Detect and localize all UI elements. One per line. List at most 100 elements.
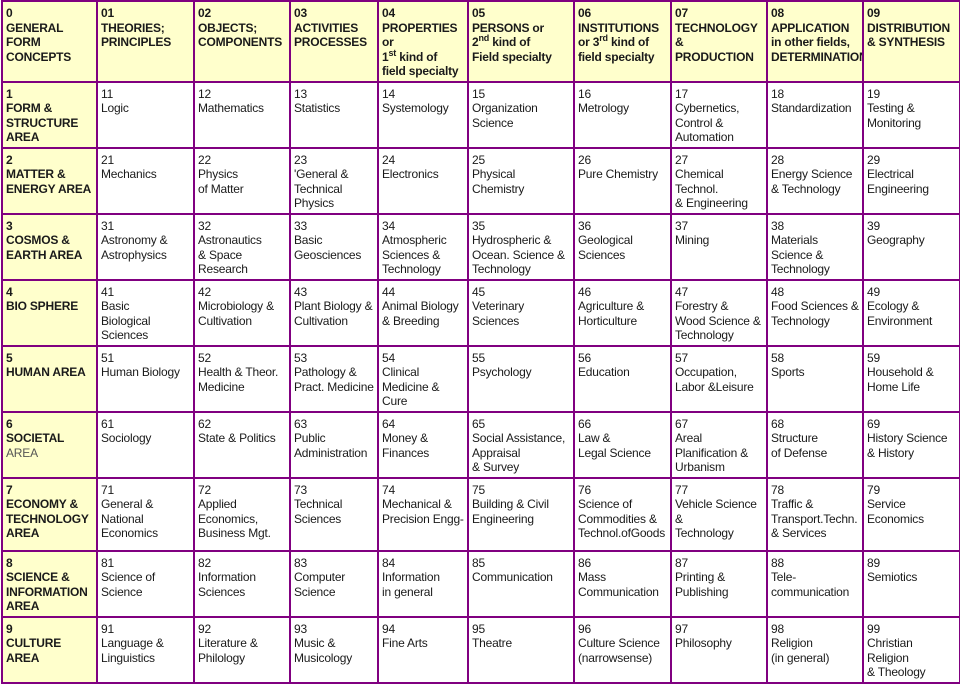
field-cell: 46 Agriculture & Horticulture	[573, 278, 672, 347]
field-cell: 25 Physical Chemistry	[467, 146, 575, 215]
field-code: 73	[294, 482, 307, 497]
field-code: 55	[472, 350, 485, 365]
area-header: 8 SCIENCE & INFORMATION AREA	[1, 549, 98, 618]
field-code: 53	[294, 350, 307, 365]
header-line: in other fields,	[771, 35, 850, 49]
field-name: Pure Chemistry	[578, 167, 658, 181]
field-code: 37	[675, 218, 688, 233]
field-cell: 76 Science of Commodities & Technol.ofGoo…	[573, 476, 672, 552]
field-name: Electrical Engineering	[867, 167, 929, 196]
field-code: 69	[867, 416, 880, 431]
field-code: 26	[578, 152, 591, 167]
header-line: PRINCIPLES	[101, 35, 172, 49]
field-cell: 34 Atmospheric Sciences & Technology	[377, 212, 469, 281]
area-label-line: BIO SPHERE	[6, 299, 79, 313]
field-code: 85	[472, 555, 485, 570]
header-line: TECHNOLOGY &	[675, 20, 758, 50]
field-code: 22	[198, 152, 211, 167]
field-name: Building & Civil Engineering	[472, 497, 549, 526]
field-name: Clinical Medicine & Cure	[382, 365, 440, 408]
field-cell: 48 Food Sciences & Technology	[766, 278, 864, 347]
column-header: 09 DISTRIBUTION & SYNTHESIS	[862, 0, 960, 83]
field-code: 82	[198, 555, 211, 570]
field-code: 36	[578, 218, 591, 233]
field-name: Communication	[472, 570, 553, 584]
field-cell: 42 Microbiology & Cultivation	[193, 278, 291, 347]
field-cell: 41 Basic Biological Sciences	[96, 278, 195, 347]
field-name: Mass Communication	[578, 570, 659, 599]
field-code: 16	[578, 86, 591, 101]
column-header: 08 APPLICATION in other fields, DETERMINATI…	[766, 0, 864, 83]
area-code: 2	[6, 152, 13, 167]
field-cell: 94 Fine Arts	[377, 615, 469, 684]
field-name: Atmospheric Sciences & Technology	[382, 233, 447, 276]
field-name: 'General & Technical Physics	[294, 167, 349, 210]
field-name: Fine Arts	[382, 636, 428, 650]
field-cell: 33 Basic Geosciences	[289, 212, 379, 281]
field-name: Astronomy & Astrophysics	[101, 233, 168, 262]
ordinal-number: 2	[472, 35, 479, 49]
field-code: 64	[382, 416, 395, 431]
field-name: Social Assistance, Appraisal & Survey	[472, 431, 566, 474]
header-line: Field specialty	[472, 49, 552, 64]
field-cell: 24 Electronics	[377, 146, 469, 215]
header-line: CONCEPTS	[6, 49, 72, 64]
ordinal-suffix: st	[388, 47, 397, 58]
field-cell: 67 Areal Planification & Urbanism	[670, 410, 768, 479]
field-name: Mechanical & Precision Engg-	[382, 497, 464, 526]
area-code: 1	[6, 86, 13, 101]
field-code: 33	[294, 218, 307, 233]
field-name: Printing & Publishing	[675, 570, 729, 599]
field-code: 76	[578, 482, 591, 497]
field-cell: 36 Geological Sciences	[573, 212, 672, 281]
field-cell: 55 Psychology	[467, 344, 575, 413]
field-code: 19	[867, 86, 880, 101]
field-name: Physical Chemistry	[472, 167, 525, 196]
field-code: 43	[294, 284, 307, 299]
field-code: 99	[867, 621, 880, 636]
field-cell: 91 Language & Linguistics	[96, 615, 195, 684]
field-cell: 19 Testing & Monitoring	[862, 80, 960, 149]
field-code: 58	[771, 350, 784, 365]
field-name: Areal Planification & Urbanism	[675, 431, 749, 474]
field-code: 49	[867, 284, 880, 299]
field-name: Culture Science (narrowsense)	[578, 636, 660, 665]
field-name: Computer Science	[294, 570, 346, 599]
field-cell: 28 Energy Science & Technology	[766, 146, 864, 215]
area-label-line: AREA	[6, 526, 40, 540]
area-label-line: FORM &	[6, 101, 53, 115]
field-code: 88	[771, 555, 784, 570]
field-name: Public Administration	[294, 431, 368, 460]
field-cell: 26 Pure Chemistry	[573, 146, 672, 215]
field-code: 79	[867, 482, 880, 497]
area-label-line: STRUCTURE	[6, 115, 79, 130]
header-line: DETERMINATION	[771, 49, 863, 64]
field-code: 84	[382, 555, 395, 570]
column-code: 08	[771, 6, 784, 20]
field-name: Ecology & Environment	[867, 299, 933, 328]
field-code: 54	[382, 350, 395, 365]
header-line: or 3rd kind of	[578, 34, 667, 50]
field-name: Veterinary Sciences	[472, 299, 525, 328]
field-cell: 75 Building & Civil Engineering	[467, 476, 575, 552]
area-label-line: COSMOS &	[6, 233, 70, 247]
column-code: 04	[382, 6, 395, 20]
field-code: 28	[771, 152, 784, 167]
header-line: field specialty	[382, 64, 459, 78]
field-code: 14	[382, 86, 395, 101]
field-cell: 89 Semiotics	[862, 549, 960, 618]
field-code: 25	[472, 152, 485, 167]
field-name: General & National Economics	[101, 497, 158, 540]
field-code: 21	[101, 152, 114, 167]
header-line: FORM	[6, 35, 41, 49]
field-name: Cybernetics, Control & Automation	[675, 101, 740, 144]
column-header: 02 OBJECTS; COMPONENTS	[193, 0, 291, 83]
field-name: Vehicle Science & Technology	[675, 497, 757, 540]
column-code: 05	[472, 6, 485, 20]
field-name: Pathology & Pract. Medicine	[294, 365, 374, 394]
field-cell: 51 Human Biology	[96, 344, 195, 413]
header-row: 0 GENERAL FORM CONCEPTS 01 THEORIES; PRINCIPLE…	[1, 0, 960, 83]
field-cell: 53 Pathology & Pract. Medicine	[289, 344, 379, 413]
field-code: 51	[101, 350, 114, 365]
field-cell: 85 Communication	[467, 549, 575, 618]
